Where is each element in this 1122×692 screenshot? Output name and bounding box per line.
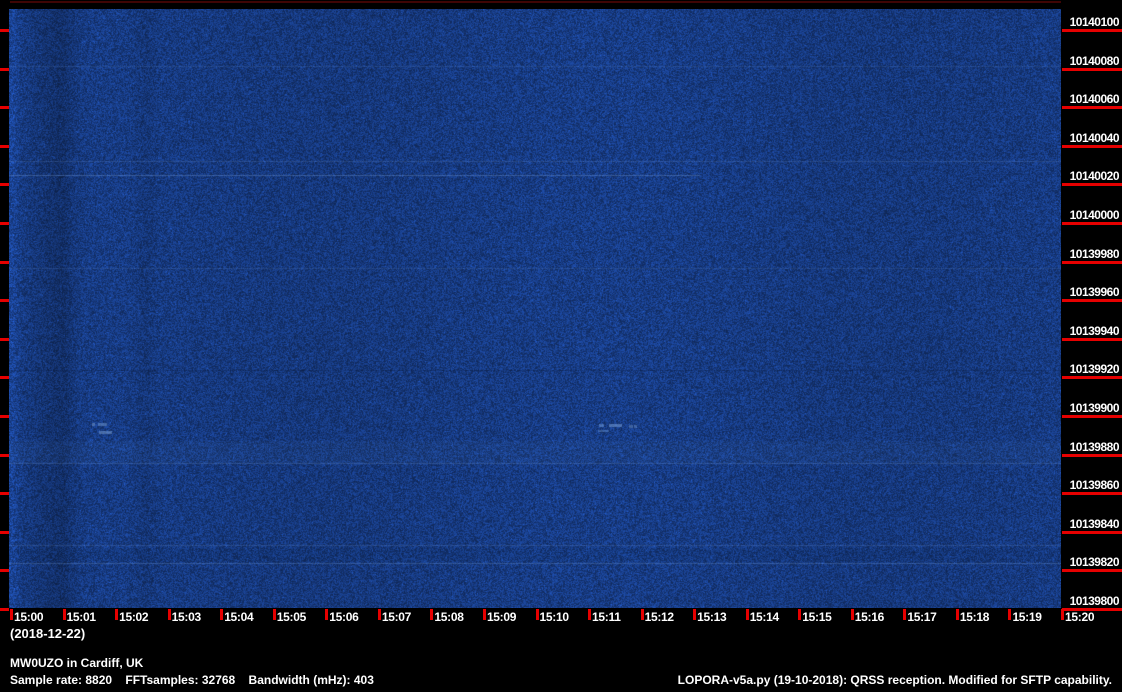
frequency-tick-left (0, 376, 9, 379)
frequency-tick-right (1062, 106, 1122, 109)
frequency-tick-right (1062, 415, 1122, 418)
frequency-label: 10139860 (1039, 479, 1119, 492)
time-label: 15:17 (907, 611, 936, 624)
top-border-line (10, 1, 1061, 3)
frequency-tick-left (0, 338, 9, 341)
time-label: 15:16 (855, 611, 884, 624)
frequency-label: 10140080 (1039, 55, 1119, 68)
frequency-label: 10139920 (1039, 363, 1119, 376)
time-tick (220, 609, 223, 620)
time-label: 15:09 (487, 611, 516, 624)
frequency-tick-left (0, 145, 9, 148)
frequency-label: 10139900 (1039, 402, 1119, 415)
frequency-tick-right (1062, 222, 1122, 225)
time-tick (798, 609, 801, 620)
time-tick (273, 609, 276, 620)
time-label: 15:14 (750, 611, 779, 624)
frequency-tick-left (0, 415, 9, 418)
frequency-label: 10139960 (1039, 286, 1119, 299)
frequency-tick-left (0, 183, 9, 186)
frequency-tick-left (0, 569, 9, 572)
time-label: 15:18 (960, 611, 989, 624)
frequency-tick-left (0, 222, 9, 225)
time-tick (956, 609, 959, 620)
frequency-tick-left (0, 261, 9, 264)
time-tick (483, 609, 486, 620)
frequency-label: 10139940 (1039, 325, 1119, 338)
time-tick (168, 609, 171, 620)
frequency-tick-left (0, 299, 9, 302)
time-tick (536, 609, 539, 620)
frequency-tick-right (1062, 338, 1122, 341)
time-label: 15:12 (645, 611, 674, 624)
frequency-label: 10140020 (1039, 170, 1119, 183)
time-tick (1061, 609, 1064, 620)
frequency-label: 10140100 (1039, 16, 1119, 29)
stats-label: Sample rate: 8820 FFTsamples: 32768 Band… (10, 673, 374, 687)
frequency-tick-left (0, 454, 9, 457)
time-tick (115, 609, 118, 620)
software-label: LOPORA-v5a.py (19-10-2018): QRSS recepti… (678, 673, 1112, 687)
time-tick (325, 609, 328, 620)
frequency-tick-left (0, 106, 9, 109)
time-tick (641, 609, 644, 620)
time-tick (746, 609, 749, 620)
frequency-label: 10140040 (1039, 132, 1119, 145)
frequency-label: 10139840 (1039, 518, 1119, 531)
time-label: 15:13 (697, 611, 726, 624)
time-tick (588, 609, 591, 620)
time-label: 15:10 (540, 611, 569, 624)
frequency-tick-right (1062, 454, 1122, 457)
frequency-tick-left (0, 492, 9, 495)
time-tick (10, 609, 13, 620)
frequency-label: 10139980 (1039, 248, 1119, 261)
frequency-tick-left (0, 68, 9, 71)
time-label: 15:19 (1012, 611, 1041, 624)
time-label: 15:15 (802, 611, 831, 624)
frequency-tick-right (1062, 261, 1122, 264)
time-tick (430, 609, 433, 620)
station-label: MW0UZO in Cardiff, UK (10, 656, 143, 670)
frequency-label: 10139820 (1039, 556, 1119, 569)
time-label: 15:20 (1065, 611, 1094, 624)
spectrogram-canvas (9, 9, 1061, 608)
time-label: 15:01 (67, 611, 96, 624)
frequency-label: 10139800 (1039, 595, 1119, 608)
frequency-tick-right (1062, 145, 1122, 148)
frequency-tick-right (1062, 569, 1122, 572)
time-label: 15:04 (224, 611, 253, 624)
frequency-tick-right (1062, 492, 1122, 495)
time-label: 15:08 (434, 611, 463, 624)
time-tick (378, 609, 381, 620)
time-label: 15:05 (277, 611, 306, 624)
time-tick (63, 609, 66, 620)
frequency-tick-right (1062, 376, 1122, 379)
frequency-label: 10140000 (1039, 209, 1119, 222)
frequency-tick-right (1062, 299, 1122, 302)
time-label: 15:07 (382, 611, 411, 624)
date-label: (2018-12-22) (10, 627, 85, 641)
frequency-label: 10140060 (1039, 93, 1119, 106)
frequency-tick-left (0, 608, 9, 611)
time-label: 15:02 (119, 611, 148, 624)
time-tick (1008, 609, 1011, 620)
time-tick (851, 609, 854, 620)
frequency-tick-right (1062, 29, 1122, 32)
time-tick (693, 609, 696, 620)
time-label: 15:11 (592, 611, 621, 624)
lopora-spectrogram-page: (2018-12-22) MW0UZO in Cardiff, UK Sampl… (0, 0, 1122, 692)
time-label: 15:00 (14, 611, 43, 624)
frequency-tick-left (0, 29, 9, 32)
time-label: 15:06 (329, 611, 358, 624)
frequency-tick-right (1062, 183, 1122, 186)
time-label: 15:03 (172, 611, 201, 624)
frequency-tick-right (1062, 68, 1122, 71)
frequency-label: 10139880 (1039, 441, 1119, 454)
time-tick (903, 609, 906, 620)
frequency-tick-left (0, 531, 9, 534)
frequency-tick-right (1062, 531, 1122, 534)
